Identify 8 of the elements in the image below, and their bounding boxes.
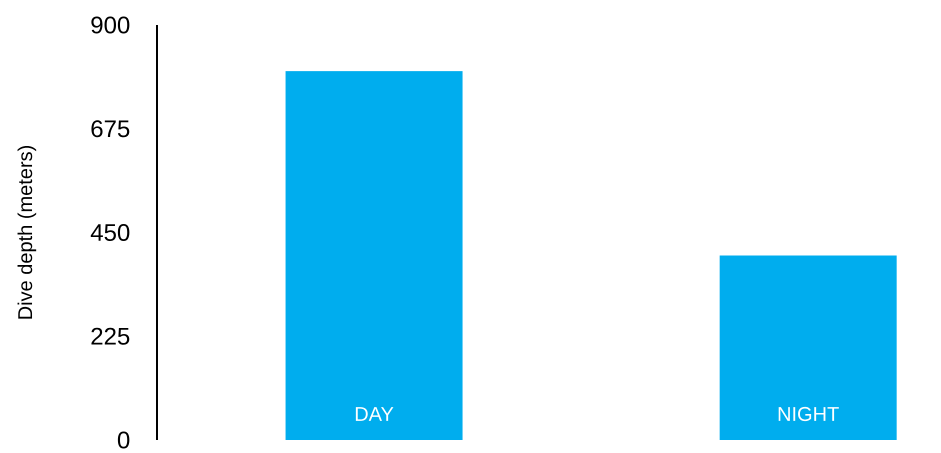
x-tick-label: DAY: [356, 407, 394, 421]
y-tick-label: 675: [91, 120, 130, 138]
y-tick-label: 900: [91, 16, 130, 34]
y-tick-label: 225: [91, 328, 130, 345]
y-tick-label: 450: [90, 224, 130, 241]
y-tick-label: 0: [118, 431, 130, 448]
y-axis-title: Dive depth (meters): [18, 146, 36, 319]
x-tick-label: NIGHT: [778, 406, 839, 422]
